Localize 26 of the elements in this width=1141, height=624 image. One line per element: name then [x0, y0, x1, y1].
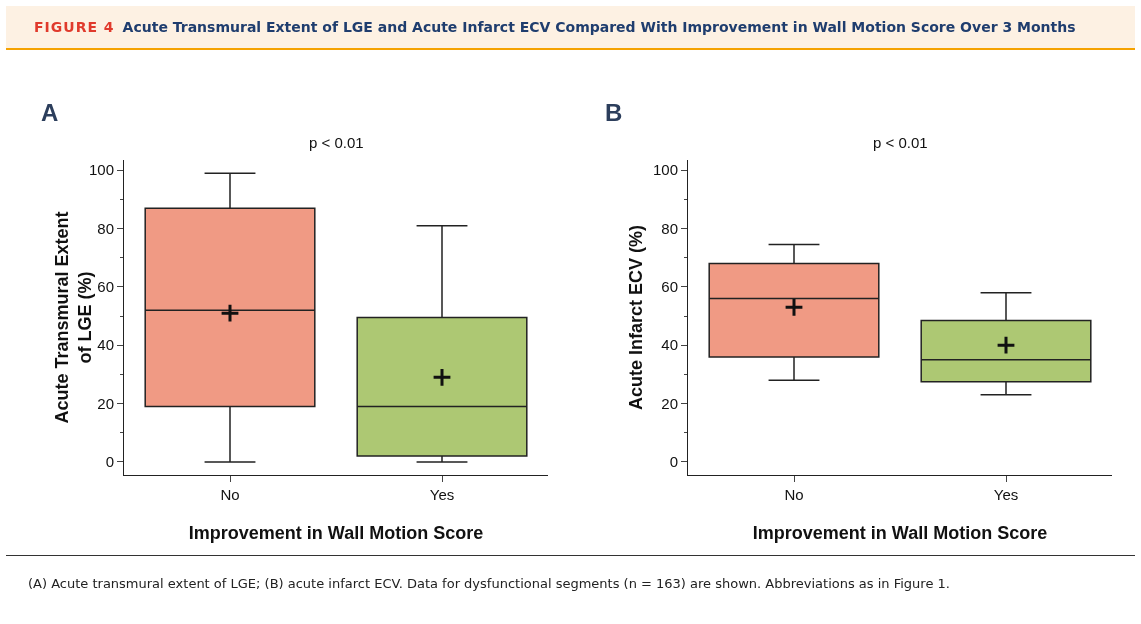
caption: FIGURE 4 Acute Transmural Extent of LGE and Acute Infarct ECV Compared With Improvement in Wall Motion Score Over 3 Months	[6, 6, 1135, 50]
y-tick-label: 100	[88, 161, 114, 179]
y-axis-title: Acute Transmural Extent of LGE (%)	[51, 211, 96, 424]
x-tick-label: No	[220, 486, 240, 503]
x-tick-label: Yes	[993, 486, 1019, 503]
y-tick-label: 20	[97, 394, 114, 412]
x-tick-label: No	[784, 486, 804, 503]
chart-title: A	[41, 99, 59, 126]
text: (A) Acute transmural extent of LGE; (B) acute infarct ECV. Data for dysfunctional segments (n = 163) are shown. Abbreviations as in Figure 1.	[27, 575, 951, 591]
y-tick-label: 100	[652, 161, 678, 179]
y-tick-label: 60	[97, 278, 114, 296]
x-axis-title: Improvement in Wall Motion Score	[188, 523, 484, 543]
chart-subtitle: p < 0.01	[309, 134, 364, 151]
chart-subtitle: p < 0.01	[873, 134, 928, 151]
y-tick-label: 80	[661, 219, 678, 237]
y-tick-label: 0	[669, 453, 678, 471]
y-tick-label: 40	[97, 336, 114, 354]
y-axis-title: Acute Infarct ECV (%)	[626, 224, 646, 411]
y-tick-label: 20	[661, 394, 678, 412]
y-tick-label: 40	[661, 336, 678, 354]
y-tick-label: 60	[661, 278, 678, 296]
x-tick-label: Yes	[429, 486, 455, 503]
y-tick-label: 80	[97, 219, 114, 237]
chart-title: B	[605, 99, 623, 126]
y-tick-label: 0	[105, 453, 114, 471]
x-axis-title: Improvement in Wall Motion Score	[752, 523, 1048, 543]
